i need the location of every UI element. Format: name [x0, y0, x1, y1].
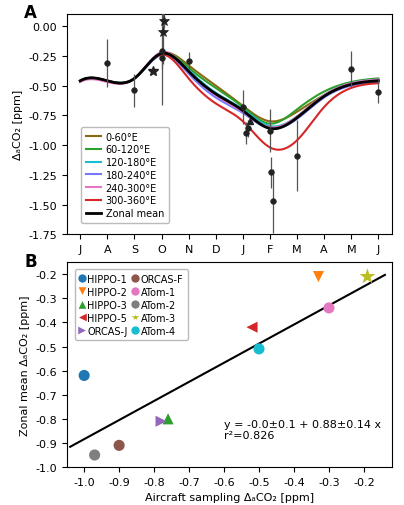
Point	[165, 415, 171, 423]
Point	[364, 273, 370, 281]
Point	[249, 324, 255, 332]
Point	[158, 417, 164, 425]
Legend: HIPPO-1, HIPPO-2, HIPPO-3, HIPPO-5, ORCAS-J, ORCAS-F, ATom-1, ATom-2, ATom-3, AT: HIPPO-1, HIPPO-2, HIPPO-3, HIPPO-5, ORCA…	[75, 270, 188, 341]
Text: A: A	[24, 4, 37, 22]
Y-axis label: Zonal mean ΔₐCO₂ [ppm]: Zonal mean ΔₐCO₂ [ppm]	[20, 295, 29, 435]
Y-axis label: ΔₐCO₂ [ppm]: ΔₐCO₂ [ppm]	[13, 90, 23, 160]
Point	[91, 451, 98, 459]
Point	[315, 273, 322, 281]
Text: y = -0.0±0.1 + 0.88±0.14 x
r²=0.826: y = -0.0±0.1 + 0.88±0.14 x r²=0.826	[224, 419, 381, 440]
Point	[81, 372, 87, 380]
Point	[256, 345, 262, 353]
X-axis label: Aircraft sampling ΔₐCO₂ [ppm]: Aircraft sampling ΔₐCO₂ [ppm]	[145, 492, 314, 502]
Legend: 0-60°E, 60-120°E, 120-180°E, 180-240°E, 240-300°E, 300-360°E, Zonal mean: 0-60°E, 60-120°E, 120-180°E, 180-240°E, …	[81, 128, 169, 223]
Text: B: B	[24, 252, 37, 270]
Point	[116, 441, 122, 449]
Point	[326, 305, 332, 313]
